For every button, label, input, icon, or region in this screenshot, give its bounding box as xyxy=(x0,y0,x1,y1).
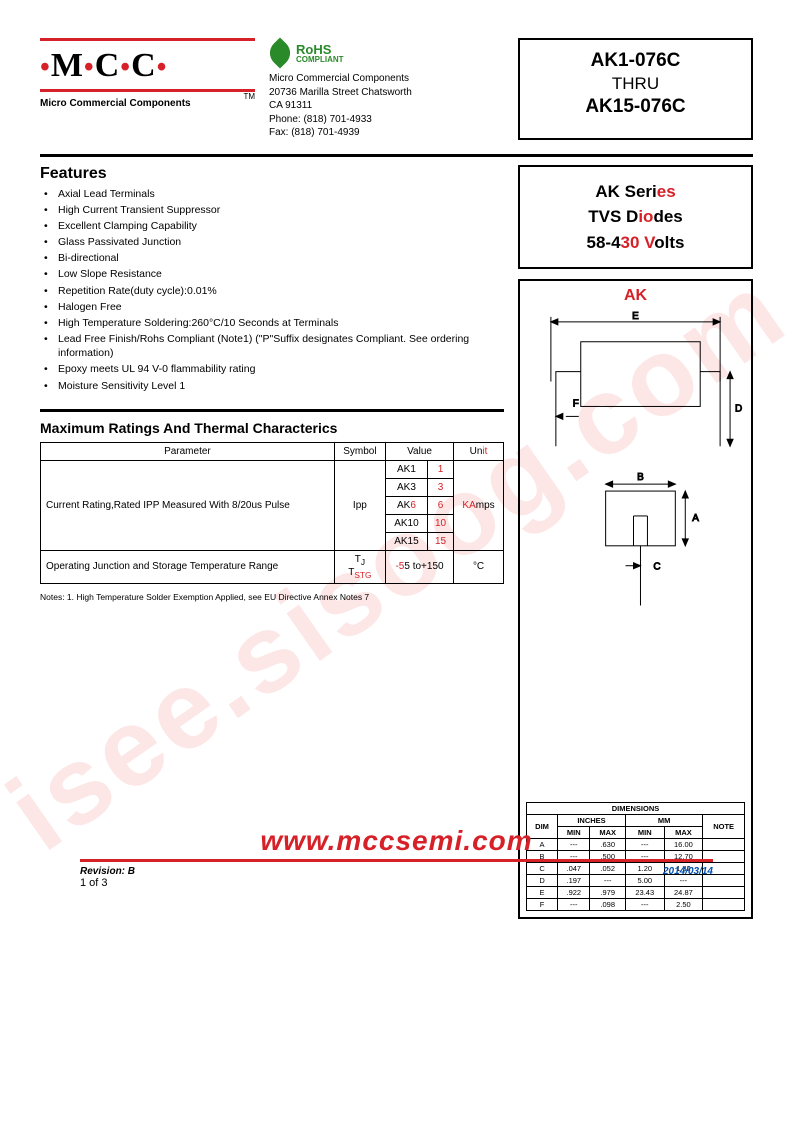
ratings-r1-v1b: 3 xyxy=(427,478,453,496)
ratings-r1-sym: Ipp xyxy=(334,460,385,550)
company-address: Micro Commercial Components 20736 Marill… xyxy=(269,72,504,140)
footer-bar xyxy=(80,859,713,862)
addr-name: Micro Commercial Components xyxy=(269,72,504,86)
ratings-r2-val: -55 to+150 xyxy=(385,550,453,583)
part-number-box: AK1-076C THRU AK15-076C xyxy=(518,38,753,140)
ratings-r1-v4a: AK15 xyxy=(385,532,427,550)
part-to: AK15-076C xyxy=(526,96,745,118)
addr-phone: Phone: (818) 701-4933 xyxy=(269,113,504,127)
svg-text:F: F xyxy=(573,398,579,409)
footer-date: 2014/03/14 xyxy=(663,866,713,877)
feature-item: Glass Passivated Junction xyxy=(58,235,504,249)
feature-item: High Temperature Soldering:260°C/10 Seco… xyxy=(58,316,504,330)
series-l2: TVS Diodes xyxy=(526,204,745,230)
notes: Notes: 1. High Temperature Solder Exempt… xyxy=(40,592,504,602)
logo-text: •M•C•C• xyxy=(40,41,255,89)
ratings-r1-v4b: 15 xyxy=(427,532,453,550)
feature-item: Bi-directional xyxy=(58,251,504,265)
addr-fax: Fax: (818) 701-4939 xyxy=(269,126,504,140)
divider-top xyxy=(40,154,753,157)
addr-line1: 20736 Marilla Street Chatsworth xyxy=(269,86,504,100)
ratings-r1-unit: KAmps xyxy=(454,460,504,550)
ratings-h-symbol: Symbol xyxy=(334,442,385,460)
footer-revision: Revision: B xyxy=(80,866,135,877)
feature-item: Epoxy meets UL 94 V-0 flammability ratin… xyxy=(58,362,504,376)
addr-line2: CA 91311 xyxy=(269,99,504,113)
svg-text:B: B xyxy=(637,472,644,483)
feature-item: Excellent Clamping Capability xyxy=(58,219,504,233)
footer-page: 1 of 3 xyxy=(80,877,713,889)
svg-text:E: E xyxy=(632,311,639,322)
ratings-r1-v2a: AK6 xyxy=(385,496,427,514)
series-l1: AK Series xyxy=(526,179,745,205)
ratings-r2-sym: TJTSTG xyxy=(334,550,385,583)
feature-item: Lead Free Finish/Rohs Compliant (Note1) … xyxy=(58,332,504,360)
header: •M•C•C• Micro Commercial Components TM R… xyxy=(40,38,753,140)
ratings-table: Parameter Symbol Value Unit Current Rati… xyxy=(40,442,504,584)
part-from: AK1-076C xyxy=(526,50,745,72)
ratings-r1-v0b: 1 xyxy=(427,460,453,478)
series-box: AK Series TVS Diodes 58-430 Volts xyxy=(518,165,753,270)
svg-text:A: A xyxy=(692,513,699,524)
dim-cell: --- xyxy=(625,899,664,911)
ratings-r1-v3b: 10 xyxy=(427,514,453,532)
ratings-r2-unit: °C xyxy=(454,550,504,583)
feature-item: Axial Lead Terminals xyxy=(58,187,504,201)
feature-item: Moisture Sensitivity Level 1 xyxy=(58,379,504,393)
ratings-heading: Maximum Ratings And Thermal Characterics xyxy=(40,420,504,436)
package-drawing-box: AK E xyxy=(518,279,753,919)
footer-url: www.mccsemi.com xyxy=(80,825,713,857)
ratings-h-value: Value xyxy=(385,442,453,460)
feature-item: Halogen Free xyxy=(58,300,504,314)
logo-subtitle: Micro Commercial Components xyxy=(40,98,191,109)
features-list: Axial Lead Terminals High Current Transie… xyxy=(40,187,504,393)
ratings-r1-v3a: AK10 xyxy=(385,514,427,532)
svg-text:C: C xyxy=(653,562,660,573)
dim-cell xyxy=(703,899,745,911)
rohs-compliant: COMPLIANT xyxy=(296,56,344,64)
feature-item: Low Slope Resistance xyxy=(58,267,504,281)
logo-block: •M•C•C• Micro Commercial Components TM xyxy=(40,38,255,140)
feature-item: Repetition Rate(duty cycle):0.01% xyxy=(58,284,504,298)
feature-item: High Current Transient Suppressor xyxy=(58,203,504,217)
drawing-label: AK xyxy=(624,287,647,305)
svg-text:D: D xyxy=(735,403,742,414)
dim-cell: .098 xyxy=(590,899,625,911)
dim-row: F---.098---2.50 xyxy=(527,899,745,911)
ratings-r1-v1a: AK3 xyxy=(385,478,427,496)
part-thru: THRU xyxy=(526,74,745,94)
ratings-h-unit: Unit xyxy=(454,442,504,460)
series-l3: 58-430 Volts xyxy=(526,230,745,256)
ratings-r1-param: Current Rating,Rated IPP Measured With 8… xyxy=(41,460,335,550)
dim-cell: 2.50 xyxy=(664,899,703,911)
logo-tm: TM xyxy=(243,92,255,101)
ratings-h-param: Parameter xyxy=(41,442,335,460)
company-info-block: RoHS COMPLIANT Micro Commercial Componen… xyxy=(269,38,504,140)
ratings-r1-v2b: 6 xyxy=(427,496,453,514)
leaf-icon xyxy=(264,37,295,68)
dim-cell: --- xyxy=(558,899,590,911)
features-heading: Features xyxy=(40,165,504,183)
dim-title: DIMENSIONS xyxy=(527,803,745,815)
footer: www.mccsemi.com Revision: B 2014/03/14 1… xyxy=(80,825,713,889)
rohs-badge: RoHS COMPLIANT xyxy=(269,42,504,64)
dim-cell: F xyxy=(527,899,558,911)
ratings-r1-v0a: AK1 xyxy=(385,460,427,478)
ratings-r2-param: Operating Junction and Storage Temperatu… xyxy=(41,550,335,583)
package-drawing: E F D xyxy=(526,287,745,705)
divider-ratings xyxy=(40,409,504,412)
